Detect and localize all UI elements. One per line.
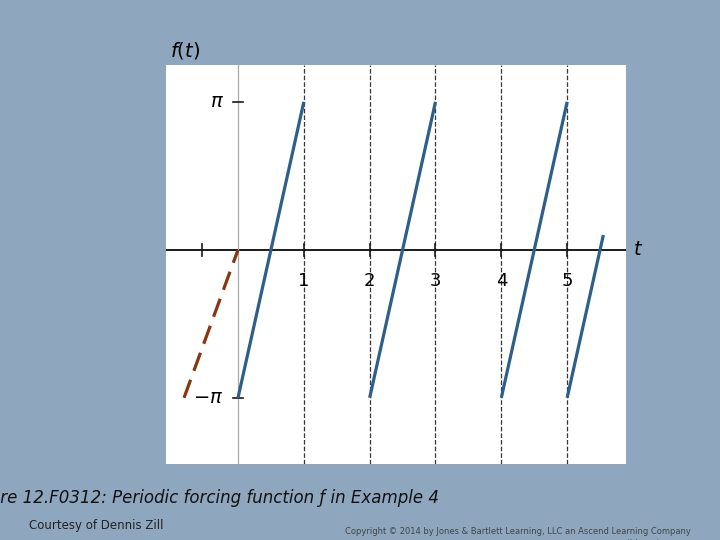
Text: 5: 5 — [562, 272, 573, 290]
Text: 1: 1 — [298, 272, 310, 290]
Text: Courtesy of Dennis Zill: Courtesy of Dennis Zill — [29, 519, 163, 532]
Text: $f(t)$: $f(t)$ — [170, 40, 200, 61]
Text: $-\pi$: $-\pi$ — [193, 388, 223, 407]
Text: 2: 2 — [364, 272, 375, 290]
Text: Figure 12.F0312: Periodic forcing function ƒ in Example 4: Figure 12.F0312: Periodic forcing functi… — [0, 489, 438, 507]
Text: 4: 4 — [495, 272, 507, 290]
Text: $\pi$: $\pi$ — [210, 92, 223, 111]
Text: Copyright © 2014 by Jones & Bartlett Learning, LLC an Ascend Learning Company
ww: Copyright © 2014 by Jones & Bartlett Lea… — [346, 526, 691, 540]
Text: 3: 3 — [430, 272, 441, 290]
Text: $t$: $t$ — [634, 240, 644, 259]
